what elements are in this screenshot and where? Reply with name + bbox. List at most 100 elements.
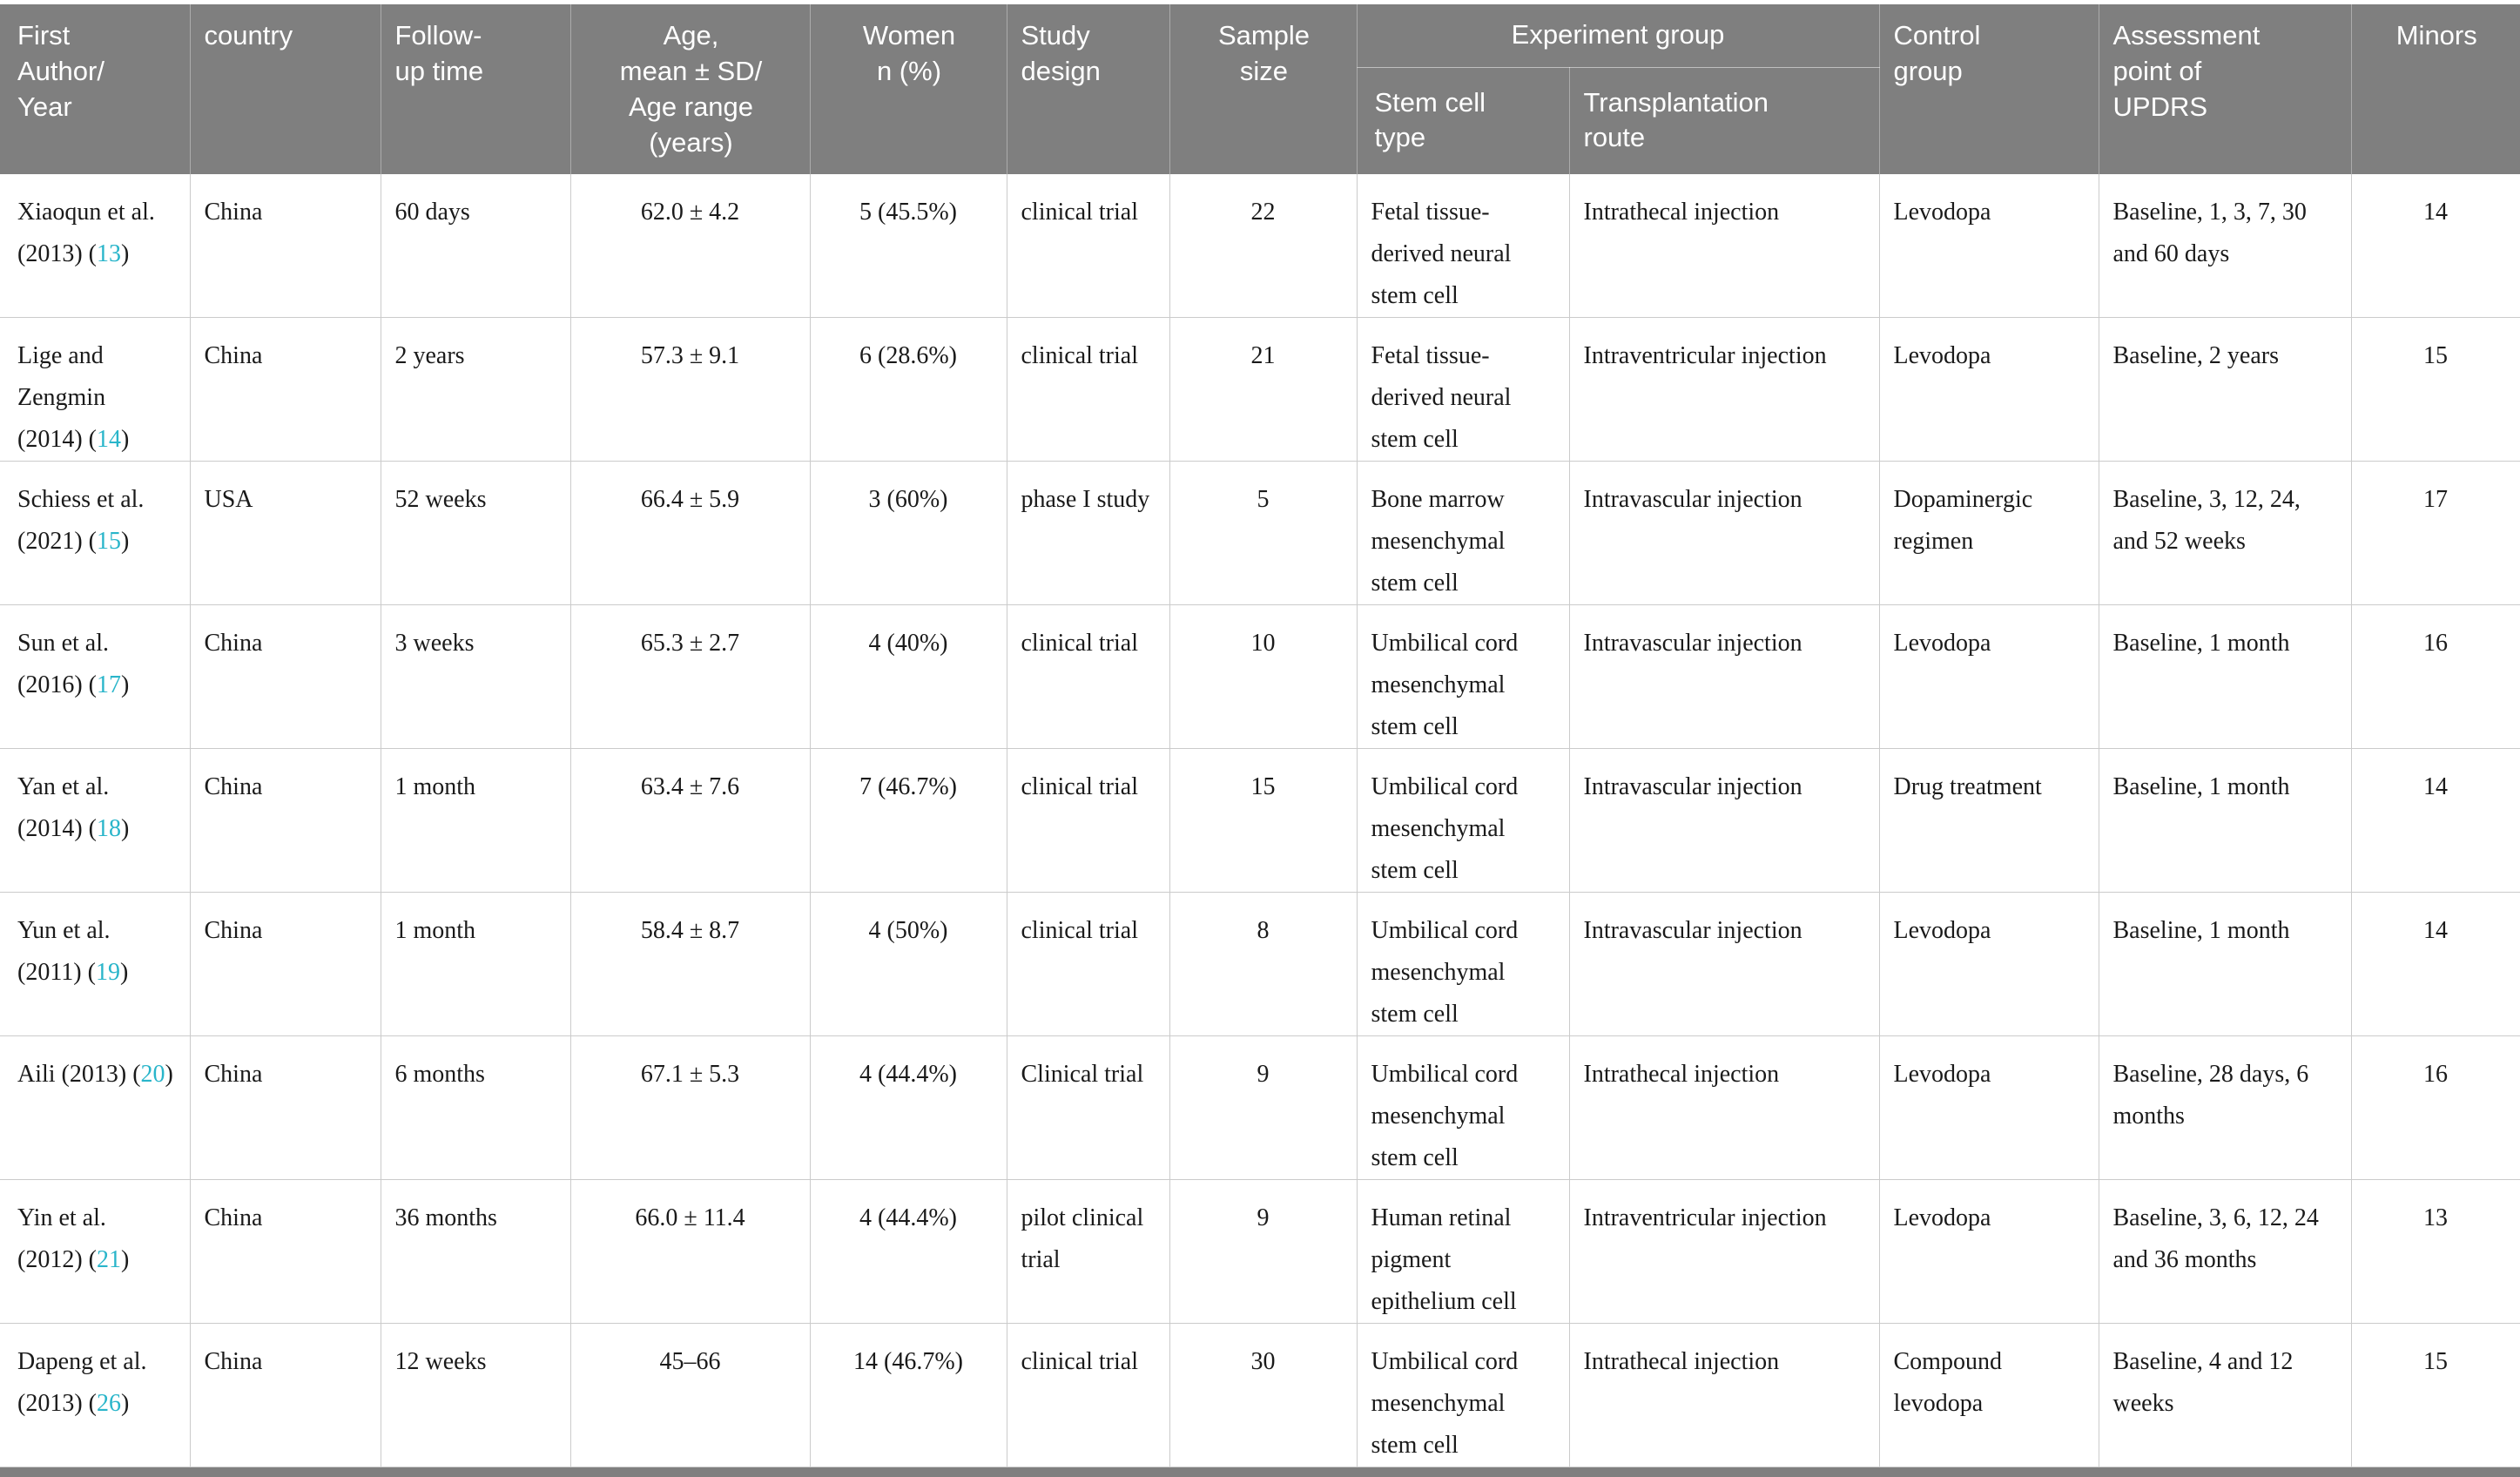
cell-study-design: pilot clinical trial — [1007, 1179, 1170, 1324]
cell-country: China — [190, 1323, 381, 1467]
cell-follow-up-time: 12 weeks — [381, 1323, 571, 1467]
col-header-minors: Minors — [2351, 4, 2520, 174]
cell-stem-cell-type: Umbilical cord mesenchymal stem cell — [1357, 892, 1570, 1036]
cell-women: 14 (46.7%) — [810, 1323, 1007, 1467]
cell-women: 4 (44.4%) — [810, 1179, 1007, 1324]
author-year-text: Yan et al. (2014) ( — [17, 773, 110, 842]
col-header-age: Age, mean ± SD/ Age range (years) — [570, 4, 811, 174]
citation-link[interactable]: 18 — [96, 815, 121, 842]
cell-assessment-point: Baseline, 3, 6, 12, 24 and 36 months — [2099, 1179, 2352, 1324]
col-header-first-author-year: First Author/ Year — [0, 4, 191, 174]
cell-age: 62.0 ± 4.2 — [570, 174, 811, 318]
col-header-study-design: Study design — [1007, 4, 1170, 174]
cell-study-design: clinical trial — [1007, 174, 1170, 318]
cell-stem-cell-type: Bone marrow mesenchymal stem cell — [1357, 461, 1570, 605]
cell-control-group: Dopaminergic regimen — [1879, 461, 2099, 605]
cell-age: 66.4 ± 5.9 — [570, 461, 811, 605]
cell-study-design: clinical trial — [1007, 748, 1170, 893]
cell-assessment-point: Baseline, 4 and 12 weeks — [2099, 1323, 2352, 1467]
citation-link[interactable]: 14 — [96, 426, 121, 453]
citation-link[interactable]: 17 — [96, 671, 121, 698]
citation-link[interactable]: 20 — [140, 1061, 165, 1088]
table-row: Xiaoqun et al. (2013) (13) China 60 days… — [0, 174, 2520, 318]
cell-first-author-year: Schiess et al. (2021) (15) — [0, 461, 191, 605]
cell-age: 63.4 ± 7.6 — [570, 748, 811, 893]
cell-women: 4 (50%) — [810, 892, 1007, 1036]
header-row-2: Stem cell type Transplantation route — [0, 67, 2520, 174]
citation-link[interactable]: 21 — [96, 1246, 121, 1273]
table-row: Sun et al. (2016) (17) China 3 weeks 65.… — [0, 604, 2520, 749]
cell-transplantation-route: Intraventricular injection — [1569, 1179, 1880, 1324]
col-header-stem-cell-type: Stem cell type — [1357, 67, 1570, 174]
cell-assessment-point: Baseline, 1 month — [2099, 892, 2352, 1036]
cell-control-group: Levodopa — [1879, 892, 2099, 1036]
cell-first-author-year: Sun et al. (2016) (17) — [0, 604, 191, 749]
cell-control-group: Compound levodopa — [1879, 1323, 2099, 1467]
cell-control-group: Levodopa — [1879, 604, 2099, 749]
cell-transplantation-route: Intrathecal injection — [1569, 1323, 1880, 1467]
table-row: Dapeng et al. (2013) (26) China 12 weeks… — [0, 1323, 2520, 1467]
cell-stem-cell-type: Umbilical cord mesenchymal stem cell — [1357, 604, 1570, 749]
cell-minors: 14 — [2351, 748, 2520, 893]
cell-age: 66.0 ± 11.4 — [570, 1179, 811, 1324]
cell-follow-up-time: 52 weeks — [381, 461, 571, 605]
cell-country: USA — [190, 461, 381, 605]
author-year-text: Xiaoqun et al. (2013) ( — [17, 199, 155, 267]
cell-study-design: Clinical trial — [1007, 1035, 1170, 1180]
citation-link[interactable]: 19 — [95, 959, 120, 986]
cell-assessment-point: Baseline, 28 days, 6 months — [2099, 1035, 2352, 1180]
cell-study-design: clinical trial — [1007, 1323, 1170, 1467]
cell-assessment-point: Baseline, 2 years — [2099, 317, 2352, 462]
author-year-text: ) — [120, 815, 130, 842]
cell-country: China — [190, 604, 381, 749]
author-year-text: Sun et al. (2016) ( — [17, 630, 109, 698]
cell-assessment-point: Baseline, 1, 3, 7, 30 and 60 days — [2099, 174, 2352, 318]
cell-control-group: Levodopa — [1879, 1179, 2099, 1324]
cell-stem-cell-type: Fetal tissue-derived neural stem cell — [1357, 317, 1570, 462]
cell-first-author-year: Yan et al. (2014) (18) — [0, 748, 191, 893]
cell-women: 3 (60%) — [810, 461, 1007, 605]
cell-stem-cell-type: Umbilical cord mesenchymal stem cell — [1357, 748, 1570, 893]
cell-age: 58.4 ± 8.7 — [570, 892, 811, 1036]
citation-link[interactable]: 15 — [96, 528, 121, 555]
cell-transplantation-route: Intravascular injection — [1569, 892, 1880, 1036]
studies-table: First Author/ Year country Follow- up ti… — [0, 4, 2520, 1467]
author-year-text: Yin et al. (2012) ( — [17, 1204, 106, 1273]
table-row: Schiess et al. (2021) (15) USA 52 weeks … — [0, 461, 2520, 605]
author-year-text: ) — [165, 1061, 173, 1088]
cell-assessment-point: Baseline, 1 month — [2099, 604, 2352, 749]
author-year-text: Schiess et al. (2021) ( — [17, 486, 145, 555]
table-row: Lige and Zengmin (2014) (14) China 2 yea… — [0, 317, 2520, 462]
cell-stem-cell-type: Umbilical cord mesenchymal stem cell — [1357, 1323, 1570, 1467]
cell-sample-size: 15 — [1169, 748, 1358, 893]
col-header-experiment-group: Experiment group — [1357, 4, 1880, 68]
cell-first-author-year: Dapeng et al. (2013) (26) — [0, 1323, 191, 1467]
col-header-assessment-point: Assessment point of UPDRS — [2099, 4, 2352, 174]
cell-first-author-year: Lige and Zengmin (2014) (14) — [0, 317, 191, 462]
cell-minors: 17 — [2351, 461, 2520, 605]
cell-age: 45–66 — [570, 1323, 811, 1467]
cell-control-group: Drug treatment — [1879, 748, 2099, 893]
author-year-text: ) — [120, 1246, 130, 1273]
table-row: Yan et al. (2014) (18) China 1 month 63.… — [0, 748, 2520, 893]
cell-sample-size: 8 — [1169, 892, 1358, 1036]
citation-link[interactable]: 13 — [96, 240, 121, 267]
cell-follow-up-time: 3 weeks — [381, 604, 571, 749]
cell-minors: 16 — [2351, 1035, 2520, 1180]
cell-transplantation-route: Intrathecal injection — [1569, 1035, 1880, 1180]
cell-study-design: clinical trial — [1007, 892, 1170, 1036]
cell-country: China — [190, 1179, 381, 1324]
cell-follow-up-time: 2 years — [381, 317, 571, 462]
cell-minors: 13 — [2351, 1179, 2520, 1324]
cell-control-group: Levodopa — [1879, 1035, 2099, 1180]
col-header-sample-size: Sample size — [1169, 4, 1358, 174]
cell-follow-up-time: 36 months — [381, 1179, 571, 1324]
cell-transplantation-route: Intravascular injection — [1569, 748, 1880, 893]
author-year-text: ) — [119, 959, 129, 986]
author-year-text: ) — [120, 671, 130, 698]
cell-study-design: clinical trial — [1007, 317, 1170, 462]
table-row: Aili (2013) (20) China 6 months 67.1 ± 5… — [0, 1035, 2520, 1180]
cell-age: 57.3 ± 9.1 — [570, 317, 811, 462]
citation-link[interactable]: 26 — [96, 1390, 121, 1417]
cell-minors: 16 — [2351, 604, 2520, 749]
